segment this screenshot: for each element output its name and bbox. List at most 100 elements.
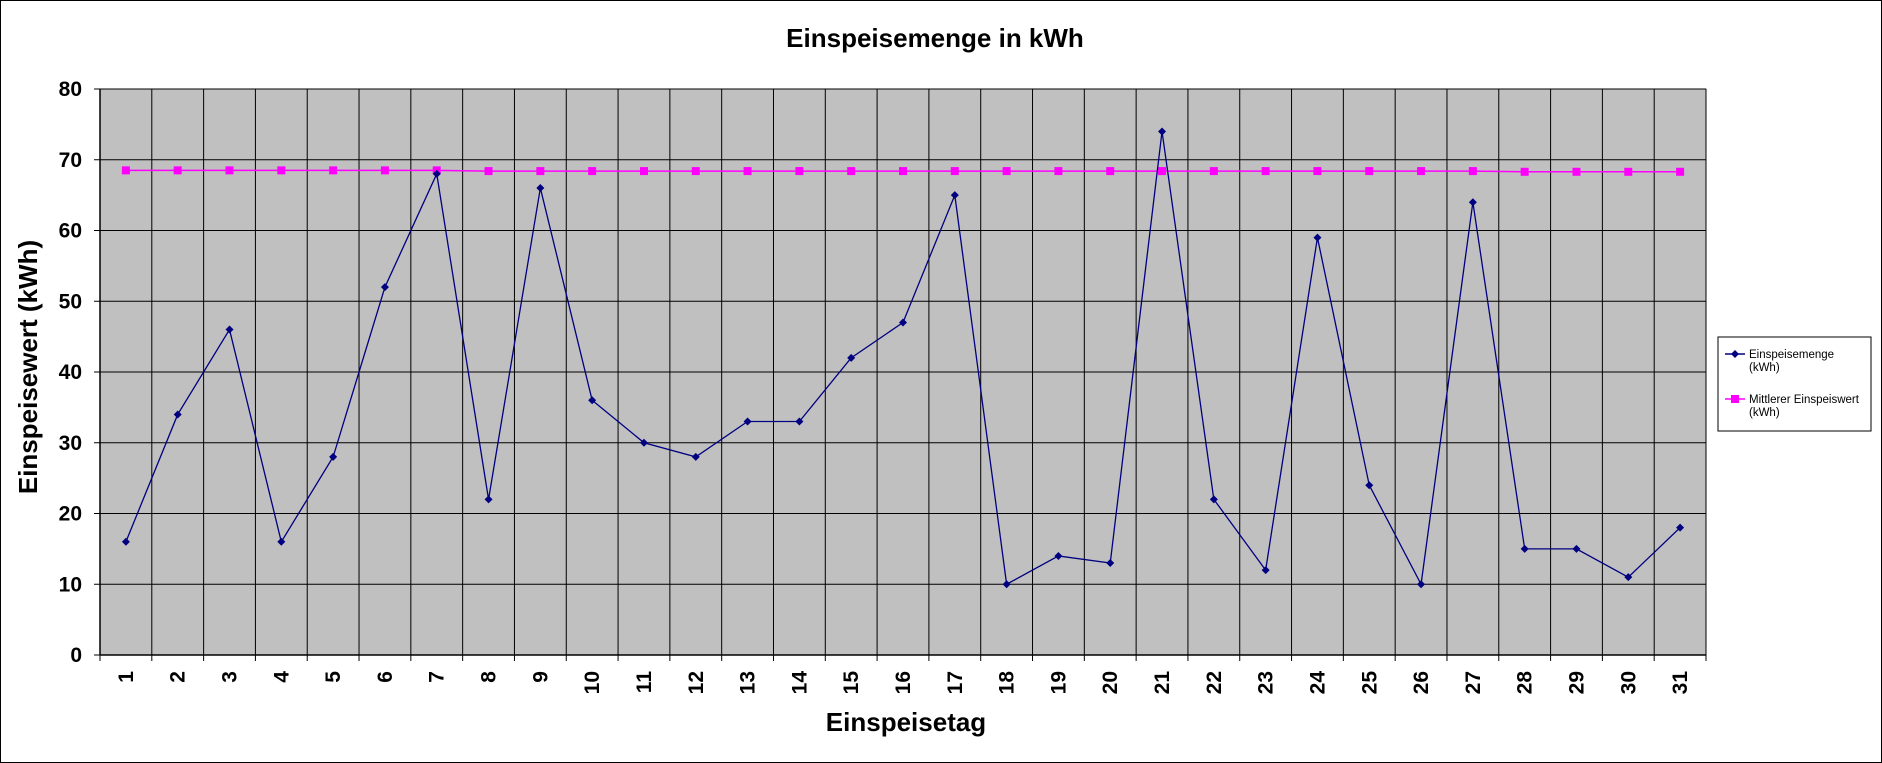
data-point (1106, 167, 1115, 176)
data-point (1572, 544, 1581, 553)
data-point (899, 167, 907, 176)
y-tick-label: 0 (70, 644, 82, 667)
data-point (484, 495, 493, 504)
x-tick-label: 8 (478, 671, 501, 683)
data-point (484, 167, 493, 176)
x-tick-label: 9 (529, 671, 552, 683)
x-axis-title: Einspeisetag (826, 707, 986, 737)
data-point (1676, 167, 1685, 176)
x-tick-label: 4 (270, 671, 293, 683)
y-tick-label: 20 (59, 503, 82, 526)
x-tick-label: 20 (1099, 671, 1122, 694)
legend-box (1717, 336, 1872, 432)
data-point (173, 166, 182, 175)
data-point (1572, 167, 1581, 176)
legend-label: (kWh) (1749, 362, 1780, 374)
y-axis-title: Einspeisewert (kWh) (13, 240, 43, 494)
data-point (225, 166, 234, 175)
x-tick-label: 13 (737, 671, 760, 694)
data-point (1054, 551, 1063, 560)
data-point (277, 537, 286, 546)
y-tick-label: 70 (59, 149, 82, 172)
x-tick-label: 31 (1669, 671, 1692, 695)
data-point (691, 167, 700, 176)
series-layer (121, 127, 1685, 589)
x-tick-label: 23 (1255, 671, 1278, 694)
y-tick-label: 30 (59, 432, 82, 455)
data-point (1313, 233, 1322, 242)
data-point (121, 166, 130, 175)
x-tick-label: 16 (892, 671, 915, 694)
data-point (743, 417, 752, 426)
data-point (950, 191, 959, 200)
data-point (639, 438, 648, 447)
data-point (1520, 167, 1529, 176)
data-point (380, 166, 389, 175)
y-tick-label: 10 (59, 573, 82, 596)
data-point (1468, 167, 1477, 176)
x-axis-ticks: 1 2 3 4 5 6 7 8 9 10 11 12 13 14 15 16 17 18 19 20 21 22 23 24 2… (115, 671, 1692, 695)
data-point (1313, 167, 1322, 176)
data-point (1209, 167, 1218, 176)
data-point (1417, 580, 1426, 589)
x-tick-label: 21 (1151, 671, 1174, 695)
data-point (225, 325, 234, 334)
data-point (536, 167, 545, 176)
legend-label: Einspeisemenge (1749, 349, 1834, 361)
data-point (1417, 167, 1426, 176)
x-tick-label: 5 (322, 671, 345, 683)
data-point (639, 167, 648, 176)
data-point (1261, 566, 1270, 575)
data-point (1365, 481, 1374, 490)
y-tick-label: 60 (59, 220, 82, 243)
data-point (432, 169, 441, 178)
x-tick-label: 25 (1358, 671, 1381, 695)
y-axis-ticks: 0 10 20 30 40 50 60 70 80 (59, 78, 100, 667)
chart-title: Einspeisemenge in kWh (786, 23, 1084, 53)
data-point (847, 353, 856, 362)
data-point (1676, 523, 1685, 532)
data-point (380, 283, 389, 292)
data-point (1002, 167, 1011, 176)
x-tick-label: 18 (996, 671, 1019, 695)
data-point (536, 184, 545, 193)
data-point (588, 167, 597, 176)
x-tick-label: 2 (167, 671, 190, 683)
data-point (847, 167, 856, 176)
data-point (1624, 573, 1633, 582)
x-tick-label: 30 (1617, 671, 1640, 694)
data-point (1261, 167, 1270, 176)
x-tick-label: 28 (1514, 671, 1537, 695)
data-point (1106, 559, 1115, 568)
x-tick-label: 26 (1410, 671, 1433, 694)
x-tick-label: 10 (581, 671, 604, 694)
data-point (329, 166, 338, 175)
data-point (329, 452, 338, 461)
x-tick-label: 3 (219, 671, 242, 683)
data-point (1209, 495, 1218, 504)
data-point (950, 167, 959, 176)
x-tick-label: 11 (633, 671, 656, 694)
y-tick-label: 50 (59, 290, 82, 313)
data-point (899, 318, 907, 327)
x-tick-label: 15 (840, 671, 863, 695)
x-tick-label: 22 (1203, 671, 1226, 694)
legend-label: Mittlerer Einspeiswert (1749, 394, 1860, 406)
data-point (1054, 167, 1063, 176)
x-tick-label: 12 (685, 671, 708, 694)
data-point (691, 452, 700, 461)
data-point (277, 166, 286, 175)
legend-label: (kWh) (1749, 407, 1780, 419)
y-tick-label: 80 (59, 78, 82, 101)
x-tick-label: 6 (374, 671, 397, 683)
data-point (1520, 544, 1529, 553)
y-tick-label: 40 (59, 361, 82, 384)
x-tick-label: 7 (426, 671, 449, 683)
data-point (121, 537, 130, 546)
data-point (1002, 580, 1011, 589)
data-point (795, 417, 804, 426)
x-tick-label: 29 (1565, 671, 1588, 694)
x-tick-label: 24 (1306, 671, 1329, 695)
data-point (588, 396, 597, 405)
